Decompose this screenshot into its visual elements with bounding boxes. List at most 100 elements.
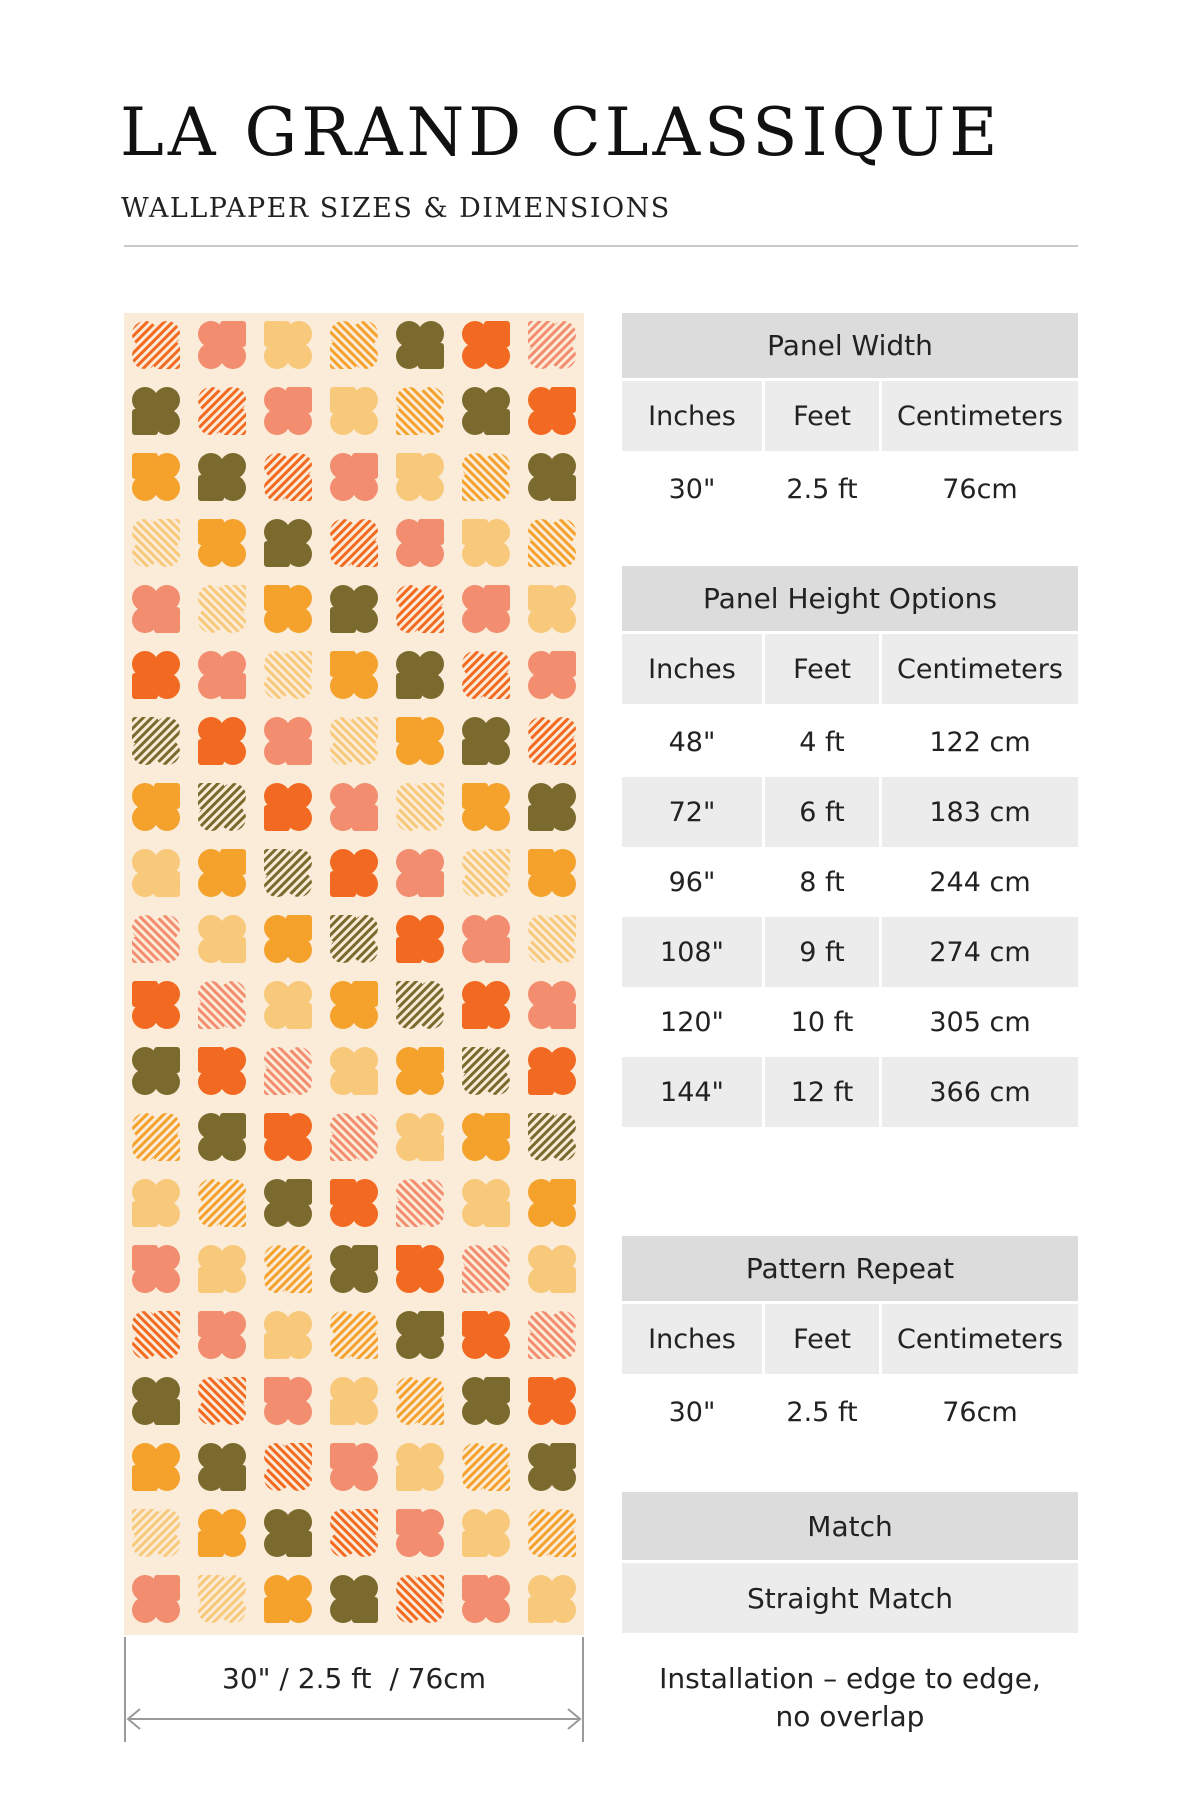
installation-line: no overlap [775,1700,925,1733]
flower-pattern [132,321,576,1623]
flower-icon [528,783,576,831]
table-cell: 76cm [942,1396,1018,1428]
flower-icon [198,1575,246,1623]
flower-icon [528,321,576,369]
flower-icon [462,1509,510,1557]
flower-icon [198,453,246,501]
table-cell: 9 ft [765,917,879,987]
table-cell: 30" [668,473,716,505]
flower-icon [198,915,246,963]
flower-icon [198,387,246,435]
flower-icon [330,651,378,699]
flower-icon [330,717,378,765]
flower-icon [330,321,378,369]
table-cell: 366 cm [882,1057,1078,1127]
table-cell: 122 cm [929,726,1031,758]
column-header: Feet [765,634,879,704]
flower-icon [198,585,246,633]
flower-icon [462,321,510,369]
flower-icon [330,1113,378,1161]
flower-icon [132,717,180,765]
table-cell: 144" [622,1057,762,1127]
flower-icon [330,585,378,633]
flower-icon [330,981,378,1029]
pattern-repeat-title: Pattern Repeat [622,1236,1078,1301]
flower-icon [462,783,510,831]
flower-icon [330,1443,378,1491]
flower-icon [396,519,444,567]
flower-icon [264,783,312,831]
table-cell: 2.5 ft [786,1396,858,1428]
panel-height-title: Panel Height Options [622,566,1078,631]
panel-width-table: Panel Width Inches Feet Centimeters 30" … [622,313,1078,524]
flower-icon [396,1047,444,1095]
panel-height-table: Panel Height Options Inches Feet Centime… [622,566,1078,1127]
flower-icon [132,387,180,435]
flower-icon [132,1377,180,1425]
flower-icon [198,1377,246,1425]
flower-icon [396,321,444,369]
column-header: Inches [622,1304,762,1374]
flower-icon [264,1509,312,1557]
flower-icon [264,1311,312,1359]
flower-icon [462,387,510,435]
match-title: Match [622,1492,1078,1560]
flower-icon [528,1113,576,1161]
flower-icon [198,1311,246,1359]
flower-icon [264,849,312,897]
flower-icon [330,1509,378,1557]
flower-icon [462,1377,510,1425]
flower-icon [462,651,510,699]
flower-icon [528,1245,576,1293]
flower-icon [462,1575,510,1623]
column-header: Centimeters [882,381,1078,451]
swatch-dimension-label: 30" / 2.5 ft / 76cm [222,1662,486,1695]
flower-icon [132,1575,180,1623]
flower-icon [396,387,444,435]
flower-icon [264,1245,312,1293]
flower-icon [462,585,510,633]
flower-icon [330,1047,378,1095]
flower-icon [132,585,180,633]
flower-icon [132,783,180,831]
column-header: Feet [765,381,879,451]
flower-icon [396,1245,444,1293]
panel-width-title: Panel Width [622,313,1078,378]
flower-icon [528,1443,576,1491]
table-cell: 96" [668,866,716,898]
flower-icon [462,915,510,963]
flower-icon [132,981,180,1029]
flower-icon [198,1047,246,1095]
flower-icon [396,585,444,633]
flower-icon [330,453,378,501]
flower-icon [462,1311,510,1359]
flower-icon [396,1443,444,1491]
flower-icon [198,783,246,831]
flower-icon [198,981,246,1029]
column-header: Inches [622,381,762,451]
dimension-right-tick [582,1637,584,1742]
flower-icon [264,1179,312,1227]
flower-icon [264,585,312,633]
flower-icon [330,849,378,897]
pattern-repeat-table: Pattern Repeat Inches Feet Centimeters 3… [622,1236,1078,1447]
flower-icon [132,915,180,963]
flower-icon [264,1113,312,1161]
flower-icon [396,1377,444,1425]
flower-icon [132,321,180,369]
table-cell: 305 cm [929,1006,1031,1038]
table-cell: 6 ft [765,777,879,847]
flower-icon [462,717,510,765]
table-cell: 72" [622,777,762,847]
flower-icon [198,1245,246,1293]
page-title: LA GRAND CLASSIQUE [120,94,1002,171]
header-divider [124,245,1078,247]
flower-icon [198,519,246,567]
flower-icon [330,1377,378,1425]
flower-icon [264,1575,312,1623]
flower-icon [396,849,444,897]
flower-icon [132,1179,180,1227]
table-cell: 48" [668,726,716,758]
flower-icon [132,1311,180,1359]
installation-note: Installation – edge to edge, no overlap [622,1660,1078,1736]
